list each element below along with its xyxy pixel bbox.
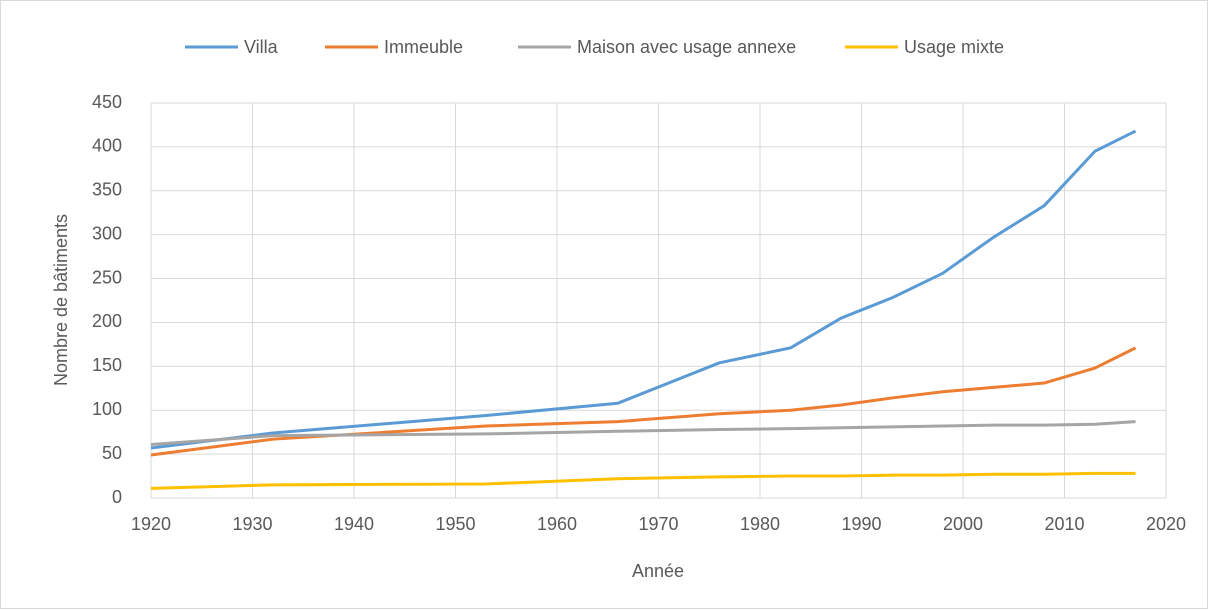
x-tick-label: 1990 — [841, 514, 881, 534]
x-tick-label: 2010 — [1044, 514, 1084, 534]
x-tick-label: 2000 — [943, 514, 983, 534]
legend-label: Villa — [244, 37, 279, 57]
y-tick-label: 350 — [92, 180, 122, 200]
x-tick-label: 1960 — [537, 514, 577, 534]
x-tick-label: 1970 — [638, 514, 678, 534]
y-tick-label: 250 — [92, 267, 122, 287]
y-tick-label: 200 — [92, 311, 122, 331]
x-axis-title: Année — [632, 561, 684, 581]
legend-label: Usage mixte — [904, 37, 1004, 57]
y-tick-label: 0 — [112, 487, 122, 507]
line-series — [150, 346, 1137, 457]
x-tick-label: 1940 — [334, 514, 374, 534]
legend-label: Immeuble — [384, 37, 463, 57]
y-tick-label: 50 — [102, 443, 122, 463]
x-tick-label: 1950 — [435, 514, 475, 534]
x-tick-label: 2020 — [1146, 514, 1186, 534]
y-tick-label: 300 — [92, 223, 122, 243]
x-tick-label: 1920 — [131, 514, 171, 534]
y-axis-title: Nombre de bâtiments — [51, 214, 71, 386]
line-series — [150, 129, 1137, 450]
y-tick-label: 150 — [92, 355, 122, 375]
line-series — [150, 420, 1136, 446]
line-series — [150, 471, 1136, 490]
x-tick-label: 1930 — [232, 514, 272, 534]
y-tick-label: 100 — [92, 399, 122, 419]
x-tick-label: 1980 — [740, 514, 780, 534]
legend-label: Maison avec usage annexe — [577, 37, 796, 57]
y-tick-label: 400 — [92, 136, 122, 156]
y-tick-label: 450 — [92, 92, 122, 112]
